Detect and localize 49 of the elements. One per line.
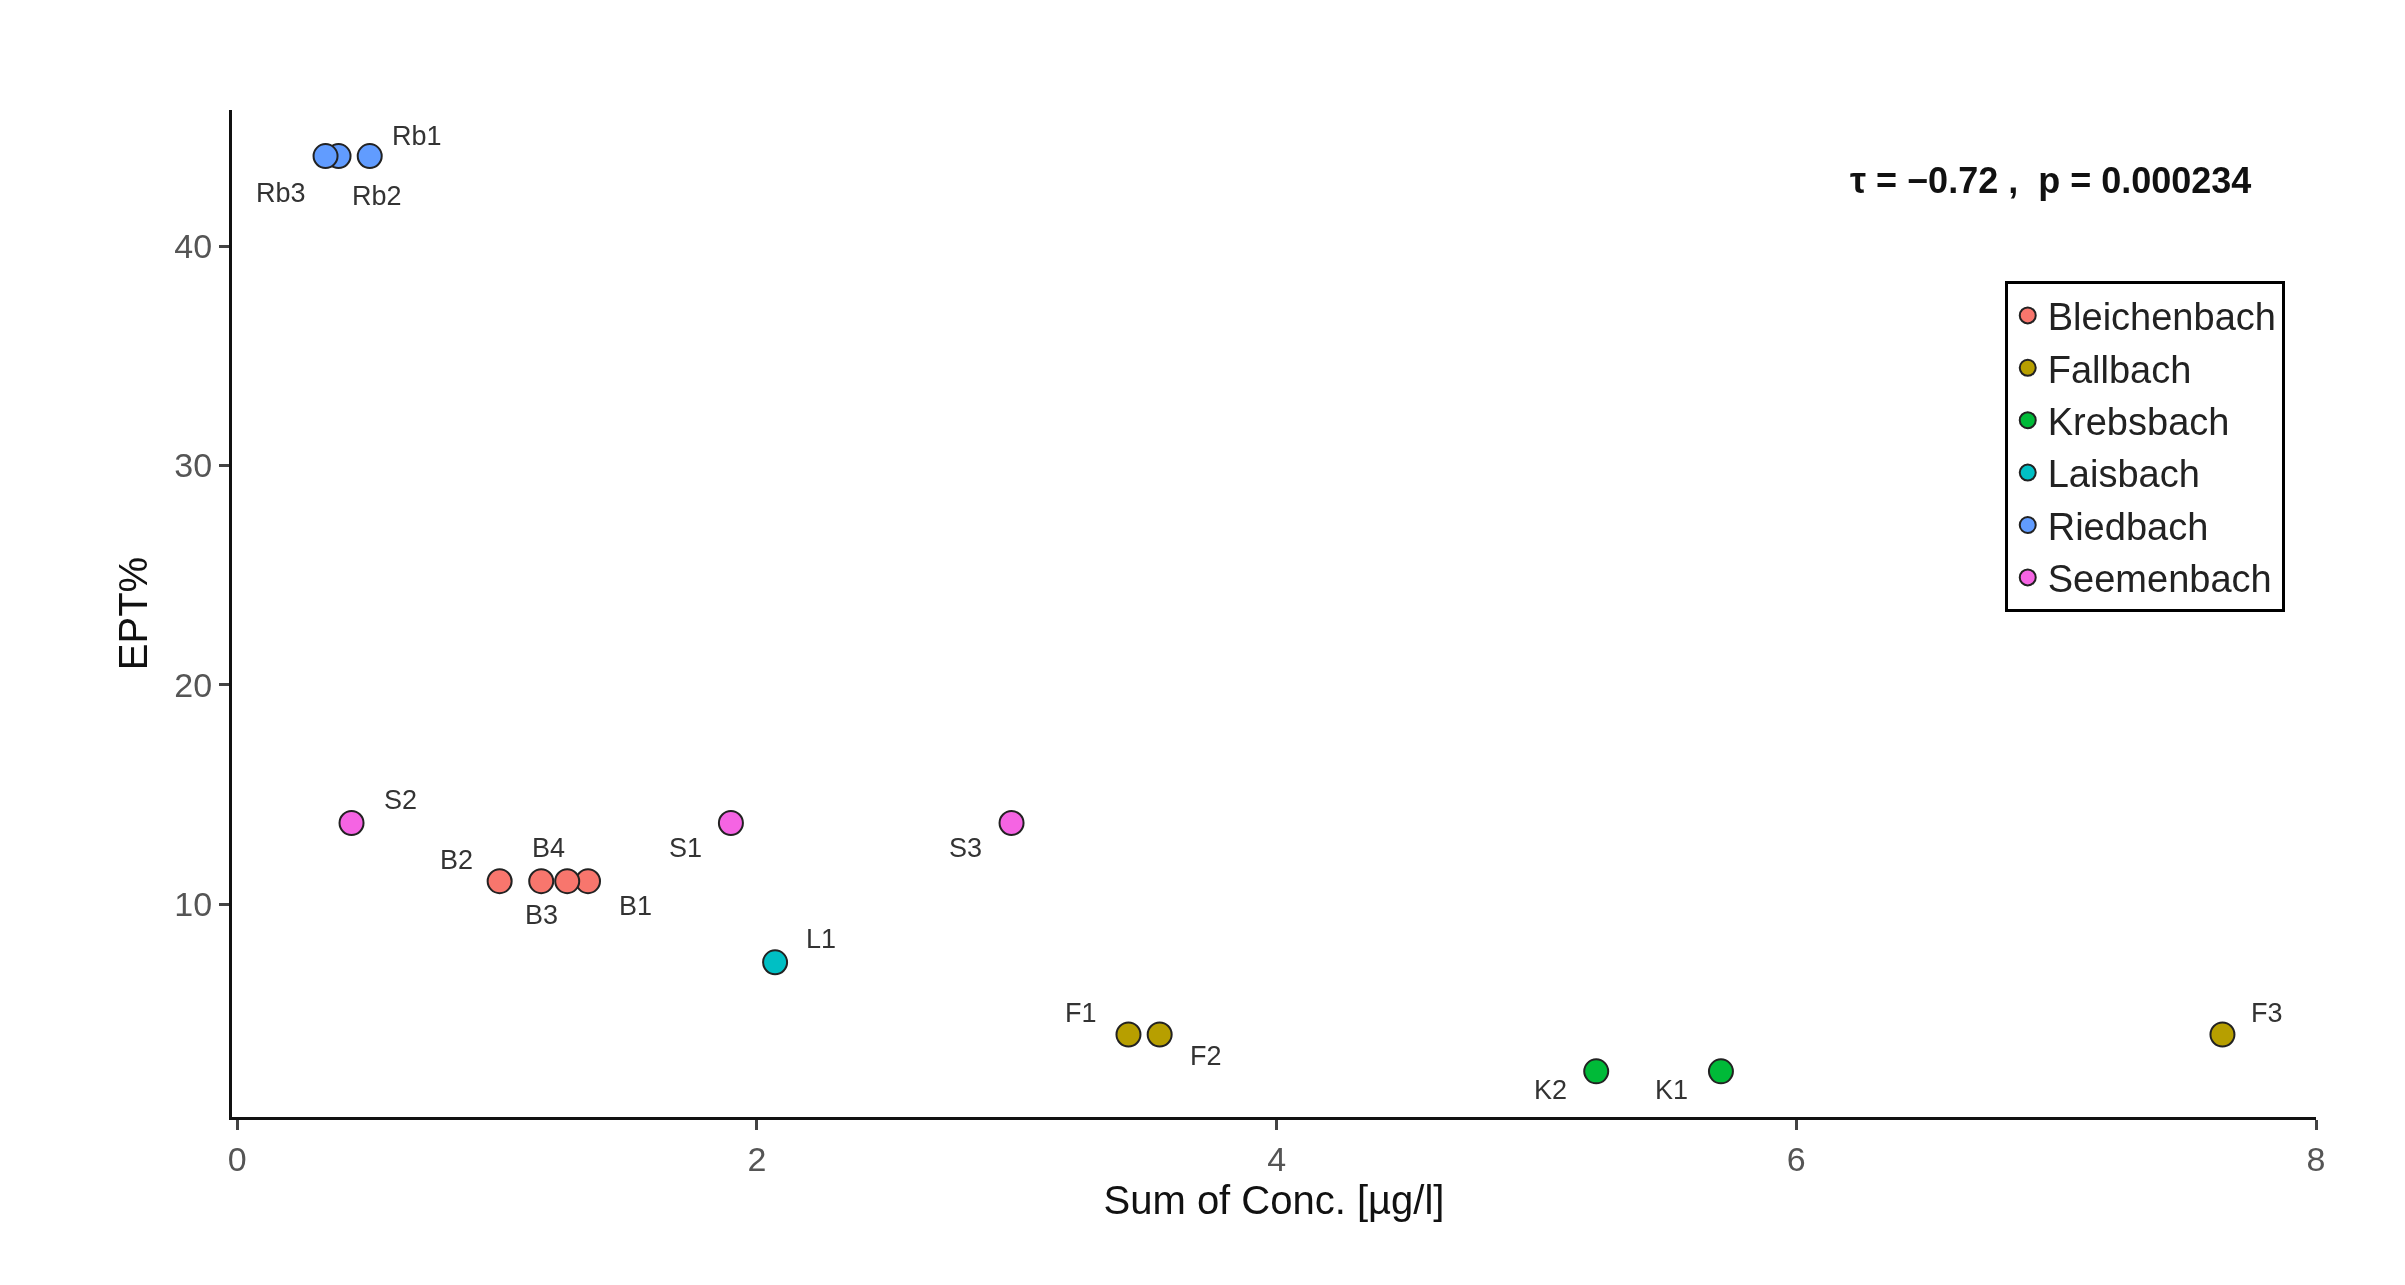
annotation: B3 bbox=[525, 900, 559, 930]
x-tick-label: 2 bbox=[747, 1139, 767, 1178]
legend-label: Seemenbach bbox=[2047, 558, 2272, 601]
x-tick-label: 6 bbox=[1786, 1139, 1806, 1178]
x-tick-label: 4 bbox=[1267, 1139, 1287, 1178]
legend-label: Bleichenbach bbox=[2047, 296, 2276, 339]
legend-label: Fallbach bbox=[2047, 348, 2192, 391]
x-axis-title: Sum of Conc. [µg/l] bbox=[1103, 1178, 1445, 1223]
point bbox=[528, 868, 555, 895]
y-tick-label: 30 bbox=[174, 446, 213, 485]
point bbox=[575, 868, 601, 895]
y-tick-label: 20 bbox=[174, 665, 213, 704]
y-axis-title: EPT% bbox=[110, 556, 155, 671]
annotation: F2 bbox=[1190, 1041, 1222, 1071]
x-tick-label: 8 bbox=[2306, 1139, 2326, 1178]
point bbox=[312, 143, 339, 170]
point bbox=[1146, 1021, 1173, 1048]
annotation: F1 bbox=[1065, 998, 1097, 1028]
annotation: Rb1 bbox=[392, 121, 442, 151]
point bbox=[554, 868, 581, 895]
annotation: B2 bbox=[440, 845, 474, 875]
annotation: S3 bbox=[949, 833, 983, 863]
point bbox=[1115, 1021, 1142, 1048]
annotation: F3 bbox=[2251, 998, 2283, 1028]
annotation: B1 bbox=[619, 891, 653, 921]
annotation: τ = −0.72 , p = 0.000234 bbox=[1850, 160, 2252, 201]
legend-label: Krebsbach bbox=[2047, 401, 2230, 444]
point bbox=[1583, 1058, 1610, 1085]
y-tick-label: 10 bbox=[174, 885, 213, 924]
point bbox=[1707, 1058, 1734, 1085]
point bbox=[998, 810, 1025, 837]
x-tick-label: 0 bbox=[227, 1139, 247, 1178]
y-tick-label: 40 bbox=[174, 226, 213, 265]
point bbox=[486, 868, 513, 895]
point bbox=[338, 810, 365, 837]
legend-label: Laisbach bbox=[2047, 453, 2200, 496]
annotation: B4 bbox=[532, 833, 566, 863]
annotation: K2 bbox=[1534, 1075, 1568, 1105]
point bbox=[2209, 1021, 2236, 1048]
annotation: L1 bbox=[806, 924, 837, 954]
point bbox=[356, 143, 383, 170]
point bbox=[717, 810, 744, 837]
annotation: S2 bbox=[384, 785, 418, 815]
annotation: Rb2 bbox=[352, 181, 402, 211]
annotation: Rb3 bbox=[256, 178, 306, 208]
point bbox=[762, 949, 789, 976]
annotation: S1 bbox=[669, 833, 703, 863]
legend-label: Riedbach bbox=[2047, 505, 2209, 548]
annotation: K1 bbox=[1655, 1075, 1689, 1105]
